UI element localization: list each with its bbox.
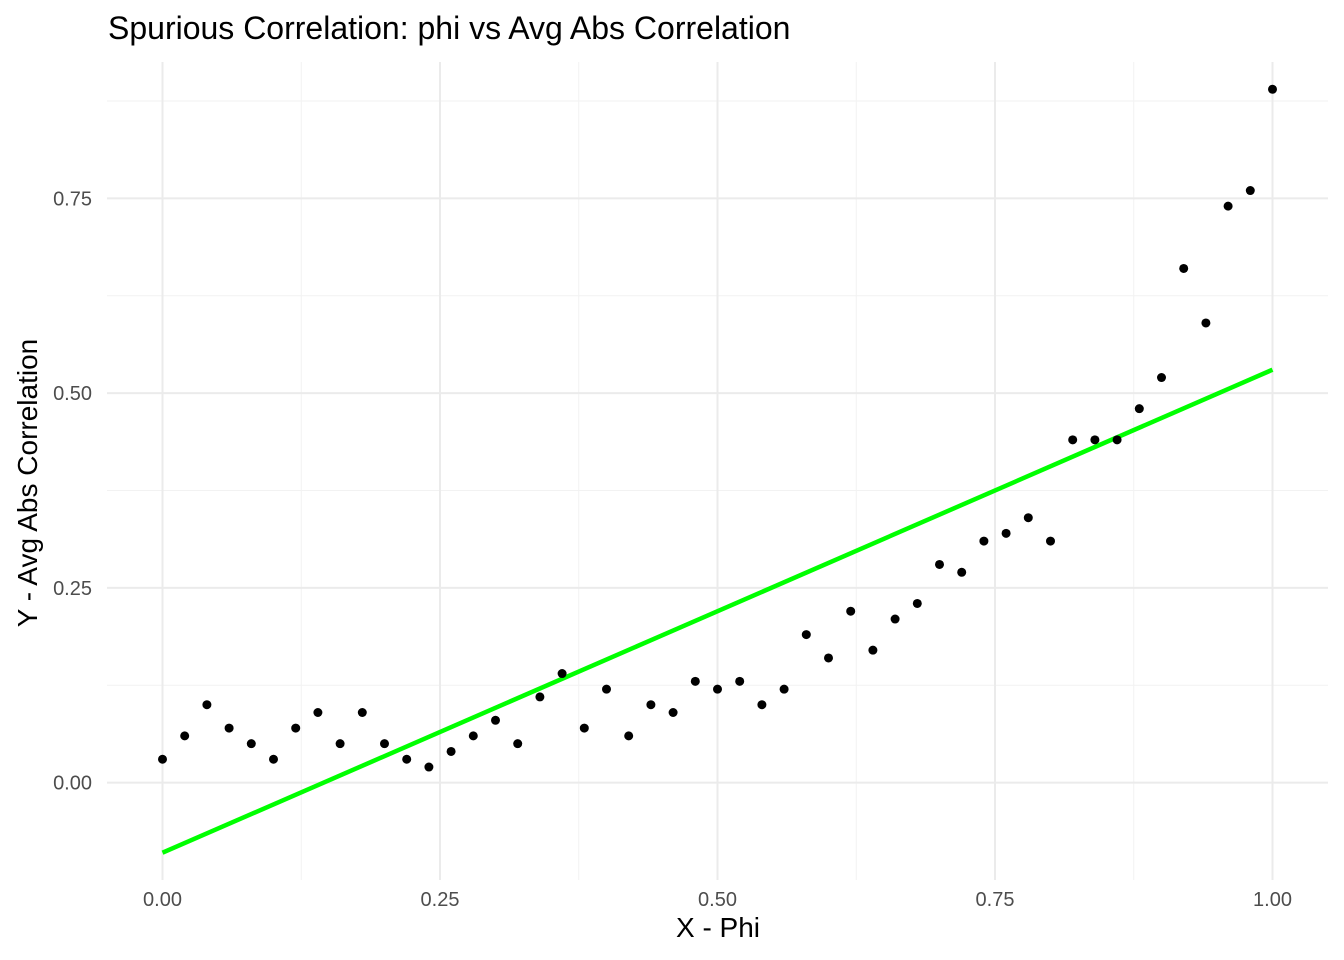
data-point: [1157, 373, 1166, 383]
y-tick-labels: 0.00 0.25 0.50 0.75: [53, 188, 92, 794]
data-point: [1023, 513, 1033, 523]
chart-title: Spurious Correlation: phi vs Avg Abs Cor…: [108, 10, 791, 46]
data-point: [246, 739, 256, 749]
data-point: [180, 731, 190, 741]
data-point: [357, 708, 367, 718]
data-point: [1245, 186, 1255, 196]
data-point: [935, 559, 944, 569]
data-point: [579, 723, 589, 733]
data-point: [713, 684, 722, 694]
data-point: [868, 645, 878, 655]
data-point: [269, 754, 278, 764]
data-point: [1134, 404, 1144, 414]
data-point: [668, 708, 678, 718]
data-point: [1068, 435, 1078, 445]
data-point: [824, 653, 833, 663]
data-point: [1268, 84, 1277, 94]
data-point: [202, 700, 212, 710]
data-point: [380, 739, 389, 749]
x-tick-label: 0.75: [976, 889, 1015, 911]
data-point: [468, 731, 478, 741]
data-point: [912, 598, 922, 608]
data-point: [624, 731, 634, 741]
data-point: [313, 708, 323, 718]
data-point: [1090, 435, 1100, 445]
x-tick-labels: 0.00 0.25 0.50 0.75 1.00: [143, 889, 1292, 911]
data-point: [446, 746, 456, 756]
data-point: [779, 684, 789, 694]
data-point: [890, 614, 900, 624]
data-point: [846, 606, 856, 616]
data-point: [646, 700, 656, 710]
data-point: [801, 630, 811, 640]
y-tick-label: 0.00: [53, 773, 92, 795]
major-gridlines: [107, 62, 1328, 880]
data-point: [335, 739, 345, 749]
x-tick-label: 0.50: [698, 889, 737, 911]
x-tick-label: 0.25: [421, 889, 460, 911]
y-tick-label: 0.75: [53, 188, 92, 210]
data-point: [757, 700, 767, 710]
data-point: [402, 754, 412, 764]
data-point: [1112, 435, 1122, 445]
data-point: [557, 669, 567, 679]
data-point: [1179, 263, 1189, 273]
fit-line-layer: [161, 367, 1274, 855]
data-point: [690, 676, 700, 686]
data-point: [602, 684, 611, 694]
data-point: [158, 754, 167, 764]
data-point: [1046, 536, 1055, 546]
x-tick-label: 0.00: [143, 889, 182, 911]
data-point: [979, 536, 989, 546]
data-point: [1223, 201, 1233, 211]
data-point: [535, 692, 545, 702]
x-axis-title: X - Phi: [675, 912, 761, 943]
data-point: [735, 676, 745, 686]
points-layer: [158, 84, 1277, 772]
fit-line: [161, 367, 1274, 855]
x-tick-label: 1.00: [1253, 889, 1292, 911]
data-point: [224, 723, 234, 733]
data-point: [424, 762, 434, 772]
y-tick-label: 0.50: [53, 383, 92, 405]
data-point: [291, 723, 301, 733]
y-tick-label: 0.25: [53, 578, 92, 600]
data-point: [957, 567, 967, 577]
data-point: [1201, 318, 1211, 328]
data-point: [1001, 528, 1011, 538]
data-point: [491, 715, 500, 725]
data-point: [513, 739, 523, 749]
